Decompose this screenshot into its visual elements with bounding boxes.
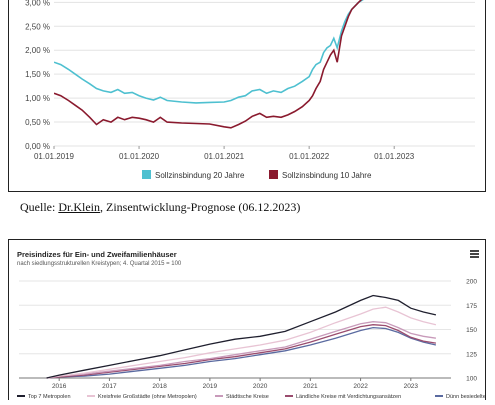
chart-subtitle: nach siedlungsstrukturellen Kreistypen; … bbox=[17, 261, 182, 267]
source-caption: Quelle: Dr.Klein, Zinsentwicklung-Progno… bbox=[20, 200, 300, 215]
x-tick-label: 01.01.2020 bbox=[119, 152, 160, 161]
y-tick-label: 150 bbox=[466, 327, 477, 334]
price-index-chart: Preisindizes für Ein- und Zweifamilienhä… bbox=[8, 239, 495, 400]
y-tick-label: 1,50 % bbox=[25, 70, 50, 79]
series-line-0 bbox=[46, 294, 437, 379]
y-tick-label: 0,50 % bbox=[25, 118, 50, 127]
interest-rate-plot: 0,00 % 0,50 % 1,00 % 1,50 % 2,00 % 2,50 % 3,00… bbox=[25, 0, 475, 180]
series-line-20-jahre bbox=[54, 0, 364, 104]
x-tick-label: 2023 bbox=[404, 383, 419, 390]
legend-label: Top 7 Metropolen bbox=[28, 394, 71, 400]
y-tick-label: 2,00 % bbox=[25, 46, 50, 55]
x-tick-label: 01.01.2023 bbox=[374, 152, 415, 161]
x-tick-label: 2017 bbox=[102, 383, 117, 390]
y-tick-label: 125 bbox=[466, 351, 477, 358]
legend-swatch bbox=[142, 170, 151, 179]
y-tick-label: 2,50 % bbox=[25, 22, 50, 31]
y-tick-label: 200 bbox=[466, 279, 477, 286]
y-tick-label: 175 bbox=[466, 303, 477, 310]
chart-title: Preisindizes für Ein- und Zweifamilienhä… bbox=[17, 250, 177, 259]
interest-rate-chart: 0,00 % 0,50 % 1,00 % 1,50 % 2,00 % 2,50 % 3,00… bbox=[8, 0, 486, 192]
y-tick-label: 3,00 % bbox=[25, 0, 50, 7]
series-line-3 bbox=[46, 324, 437, 379]
x-tick-label: 01.01.2022 bbox=[289, 152, 330, 161]
caption-suffix: , Zinsentwicklung-Prognose (06.12.2023) bbox=[100, 200, 301, 214]
price-index-plot: 100 125 150 175 200 2016 2017 2018 2019 2020 2021 2… bbox=[17, 279, 495, 400]
x-tick-label: 2021 bbox=[303, 383, 318, 390]
legend-swatch bbox=[269, 170, 278, 179]
source-link[interactable]: Dr.Klein bbox=[58, 200, 100, 214]
series-line-4 bbox=[46, 326, 437, 379]
x-tick-label: 01.01.2021 bbox=[204, 152, 245, 161]
x-tick-label: 2018 bbox=[152, 383, 167, 390]
y-tick-label: 100 bbox=[466, 376, 477, 383]
y-tick-label: 1,00 % bbox=[25, 94, 50, 103]
caption-prefix: Quelle: bbox=[20, 200, 59, 214]
series-line-10-jahre bbox=[54, 0, 363, 129]
legend-label: Dünn besiedelte ländliche Kreise bbox=[446, 394, 485, 400]
x-tick-label: 2019 bbox=[203, 383, 218, 390]
y-tick-label: 0,00 % bbox=[25, 142, 50, 151]
legend-label: Sollzinsbindung 20 Jahre bbox=[155, 171, 245, 180]
x-tick-label: 2016 bbox=[52, 383, 67, 390]
legend-label: Städtische Kreise bbox=[226, 394, 269, 400]
x-tick-label: 2022 bbox=[353, 383, 368, 390]
series-line-1 bbox=[46, 306, 437, 379]
x-tick-label: 01.01.2019 bbox=[34, 152, 75, 161]
hamburger-menu-icon[interactable] bbox=[470, 250, 479, 258]
x-tick-label: 2020 bbox=[253, 383, 268, 390]
series-line-2 bbox=[46, 321, 436, 379]
legend-label: Sollzinsbindung 10 Jahre bbox=[282, 171, 372, 180]
legend-label: Kreisfreie Großstädte (ohne Metropolen) bbox=[98, 394, 197, 400]
legend-label: Ländliche Kreise mit Verdichtungsansätze… bbox=[296, 394, 401, 400]
